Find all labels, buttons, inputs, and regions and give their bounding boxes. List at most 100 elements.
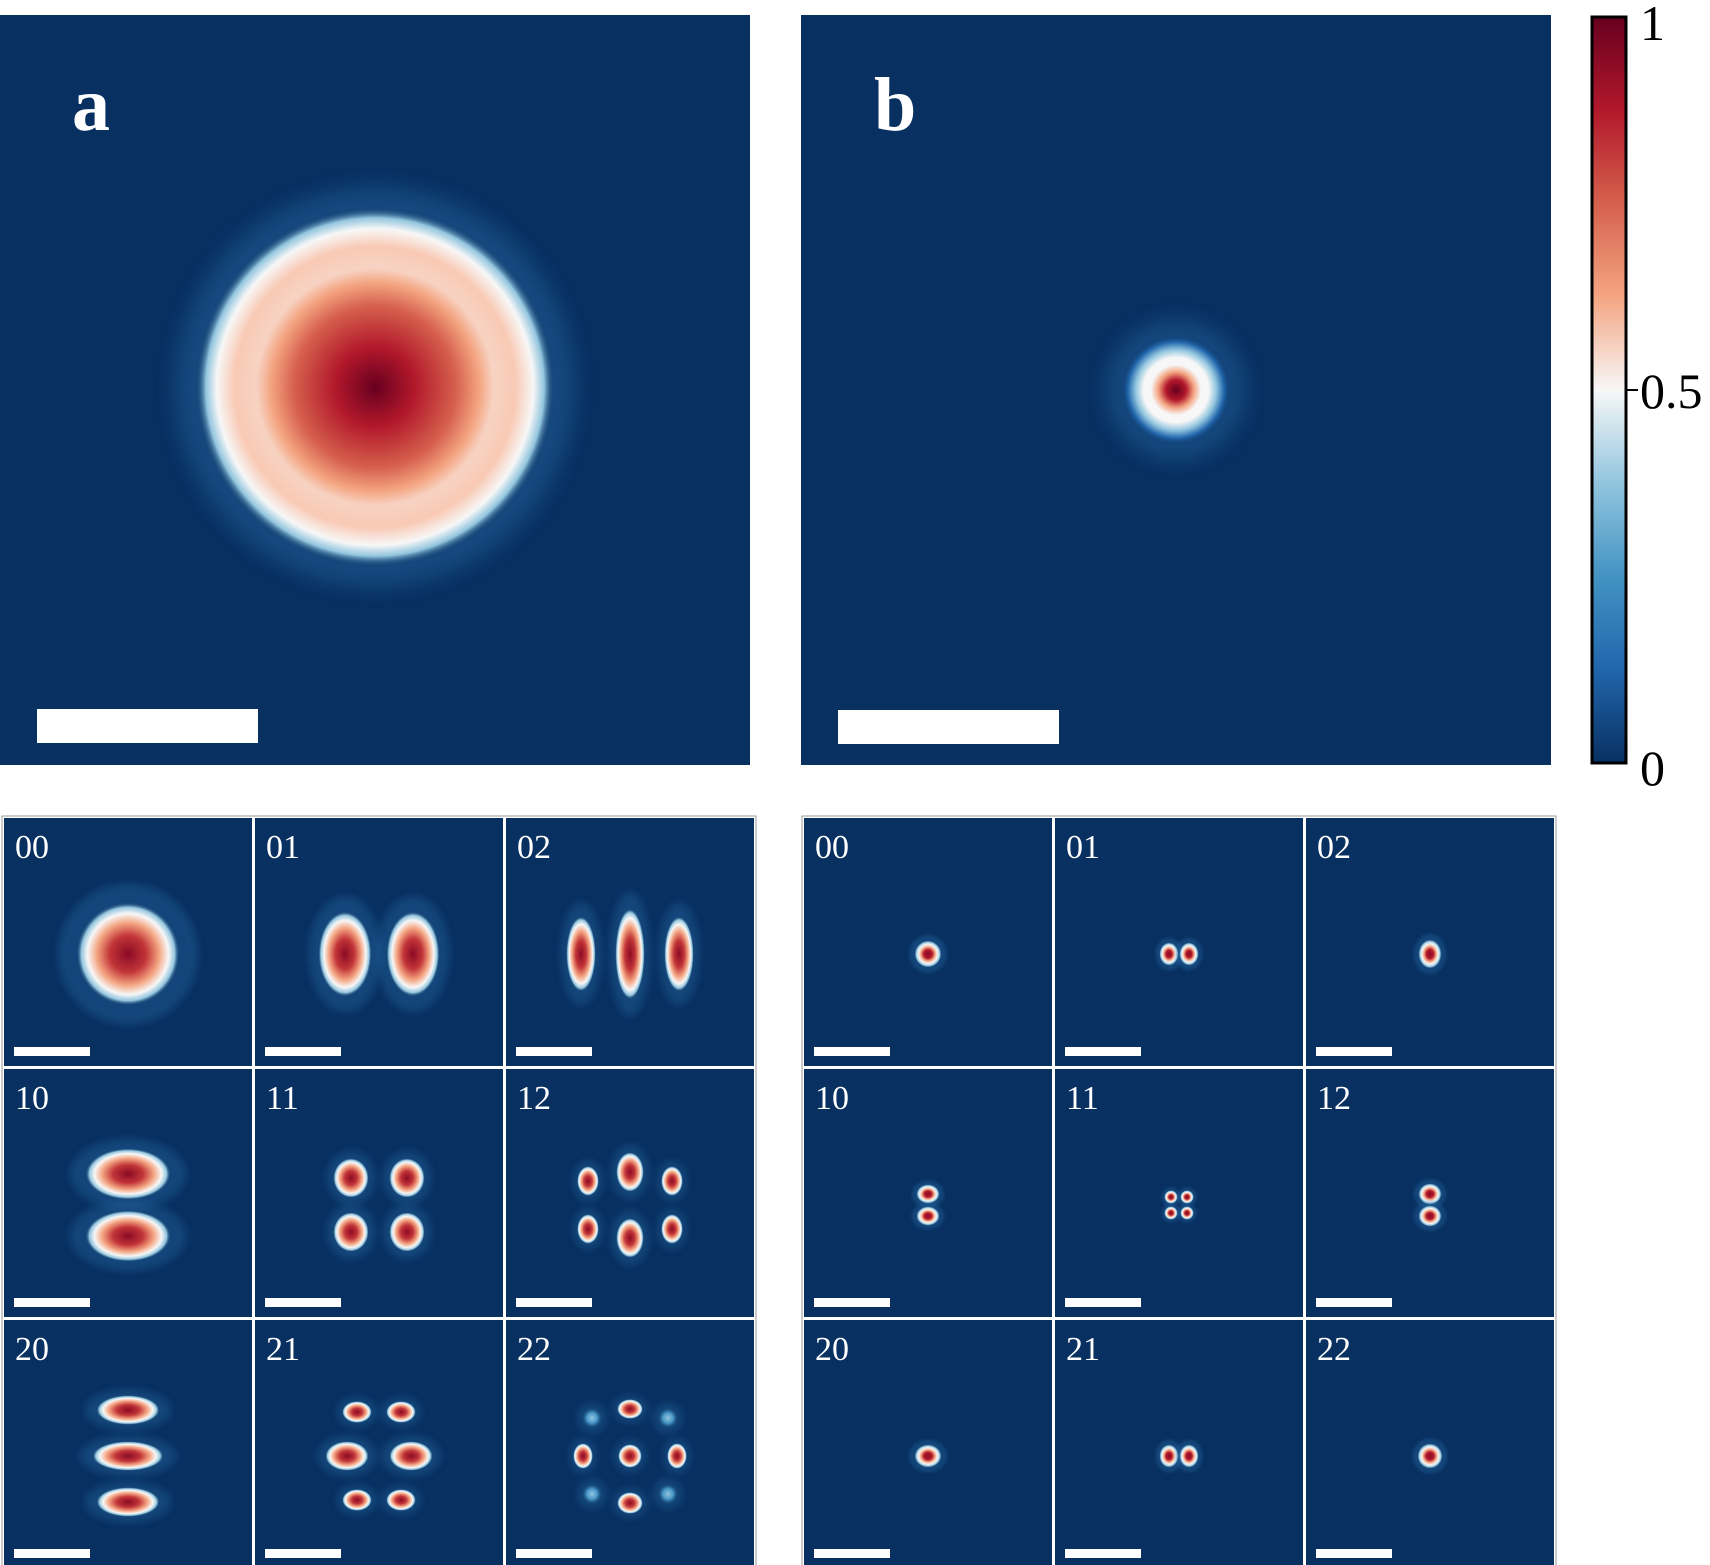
mode-tile-b-10: 10: [804, 1069, 1052, 1317]
mode-tile-a-11: 11: [255, 1069, 503, 1317]
mode-tile-label: 22: [517, 1331, 551, 1368]
mode-lobe: [661, 1214, 683, 1244]
mode-tile-label: 12: [1317, 1080, 1351, 1117]
mode-lobe: [577, 1166, 599, 1196]
mode-lobe: [1180, 1206, 1194, 1220]
mode-lobe: [581, 1407, 603, 1429]
mode-tile-a-02: 02: [506, 818, 754, 1066]
mode-lobe: [914, 1444, 942, 1468]
mode-tile-background: [1055, 1320, 1303, 1565]
mode-tile-scale-bar: [14, 1047, 90, 1056]
mode-tile-scale-bar: [14, 1549, 90, 1558]
panel-a-label: a: [72, 63, 110, 147]
mode-lobe: [1418, 939, 1442, 969]
mode-tile-label: 10: [815, 1080, 849, 1117]
mode-tile-a-21: 21: [255, 1320, 503, 1565]
mode-tile-scale-bar: [265, 1047, 341, 1056]
mode-tile-scale-bar: [516, 1298, 592, 1307]
mode-tile-a-00: 00: [4, 818, 252, 1066]
mode-lobe: [566, 916, 596, 992]
mode-tile-a-20: 20: [4, 1320, 252, 1565]
mode-lobe: [616, 1152, 644, 1192]
mode-lobe: [325, 1441, 369, 1471]
mode-lobe: [661, 1166, 683, 1196]
mode-tile-b-12: 12: [1306, 1069, 1554, 1317]
mode-lobe: [1164, 1206, 1178, 1220]
mode-tile-scale-bar: [265, 1298, 341, 1307]
mode-tile-scale-bar: [14, 1298, 90, 1307]
colorbar-label-bottom: 0: [1640, 740, 1665, 796]
mode-lobe: [389, 1158, 425, 1198]
mode-tile-label: 00: [15, 829, 49, 866]
mode-lobe: [96, 1487, 160, 1517]
mode-tile-background: [1055, 818, 1303, 1066]
colorbar-gradient: [1590, 15, 1628, 765]
mode-tile-scale-bar: [1316, 1047, 1392, 1056]
mode-tile-b-20: 20: [804, 1320, 1052, 1565]
mode-lobe: [617, 1399, 643, 1419]
mode-tile-scale-bar: [1316, 1549, 1392, 1558]
mode-tile-label: 02: [1317, 829, 1351, 866]
mode-lobe: [1159, 1444, 1179, 1468]
mode-tile-a-22: 22: [506, 1320, 754, 1565]
mode-tile-label: 12: [517, 1080, 551, 1117]
mode-lobe: [85, 1148, 171, 1200]
mode-tile-a-12: 12: [506, 1069, 754, 1317]
mode-tile-label: 20: [15, 1331, 49, 1368]
mode-tile-label: 21: [266, 1331, 300, 1368]
panel-b-beam: [1120, 334, 1232, 446]
mode-tile-label: 01: [1066, 829, 1100, 866]
mode-tile-b-01: 01: [1055, 818, 1303, 1066]
mode-lobe: [573, 1443, 593, 1469]
mode-tile-label: 11: [1066, 1080, 1099, 1117]
mode-tile-b-21: 21: [1055, 1320, 1303, 1565]
mode-tile-scale-bar: [1316, 1298, 1392, 1307]
mode-lobe: [664, 916, 694, 992]
mode-tile-scale-bar: [814, 1047, 890, 1056]
mode-lobe: [318, 911, 372, 997]
mode-tile-scale-bar: [516, 1549, 592, 1558]
mode-lobe: [616, 1218, 644, 1258]
mode-tile-b-00: 00: [804, 818, 1052, 1066]
mode-tile-background: [255, 1069, 503, 1317]
mode-lobe: [916, 1206, 940, 1226]
colorbar-label-middle: 0.5: [1640, 363, 1703, 419]
mode-tile-label: 10: [15, 1080, 49, 1117]
mode-lobe: [657, 1407, 679, 1429]
mode-grid-b: 00 01 02 10 11 12 20 21 22: [801, 815, 1557, 1565]
mode-lobe: [342, 1401, 372, 1423]
mode-lobe: [1179, 1444, 1199, 1468]
mode-tile-b-22: 22: [1306, 1320, 1554, 1565]
mode-lobe: [1418, 1205, 1442, 1227]
mode-tile-a-10: 10: [4, 1069, 252, 1317]
mode-tile-label: 02: [517, 829, 551, 866]
mode-tile-scale-bar: [265, 1549, 341, 1558]
mode-lobe: [657, 1483, 679, 1505]
mode-lobe: [615, 908, 645, 1000]
mode-lobe: [618, 1444, 642, 1468]
mode-lobe: [1418, 1183, 1442, 1205]
mode-lobe: [581, 1483, 603, 1505]
panel-a-beam: [195, 207, 555, 567]
mode-tile-background: [255, 1320, 503, 1565]
mode-lobe: [914, 940, 942, 968]
mode-lobe: [916, 1184, 940, 1204]
mode-lobe: [333, 1212, 369, 1252]
mode-lobe: [667, 1443, 687, 1469]
mode-lobe: [386, 1401, 416, 1423]
mode-tile-scale-bar: [814, 1549, 890, 1558]
mode-lobe: [1180, 1190, 1194, 1204]
mode-lobe: [1179, 942, 1199, 966]
mode-lobe: [1164, 1190, 1178, 1204]
mode-lobe: [342, 1489, 372, 1511]
mode-lobe: [389, 1212, 425, 1252]
panel-a: a: [0, 15, 750, 765]
mode-lobe: [617, 1492, 643, 1514]
mode-lobe: [386, 1489, 416, 1511]
panel-b-scale-bar: [838, 710, 1059, 744]
mode-tile-scale-bar: [1065, 1298, 1141, 1307]
mode-lobe: [85, 1210, 171, 1262]
mode-lobe: [76, 902, 180, 1006]
mode-tile-b-02: 02: [1306, 818, 1554, 1066]
